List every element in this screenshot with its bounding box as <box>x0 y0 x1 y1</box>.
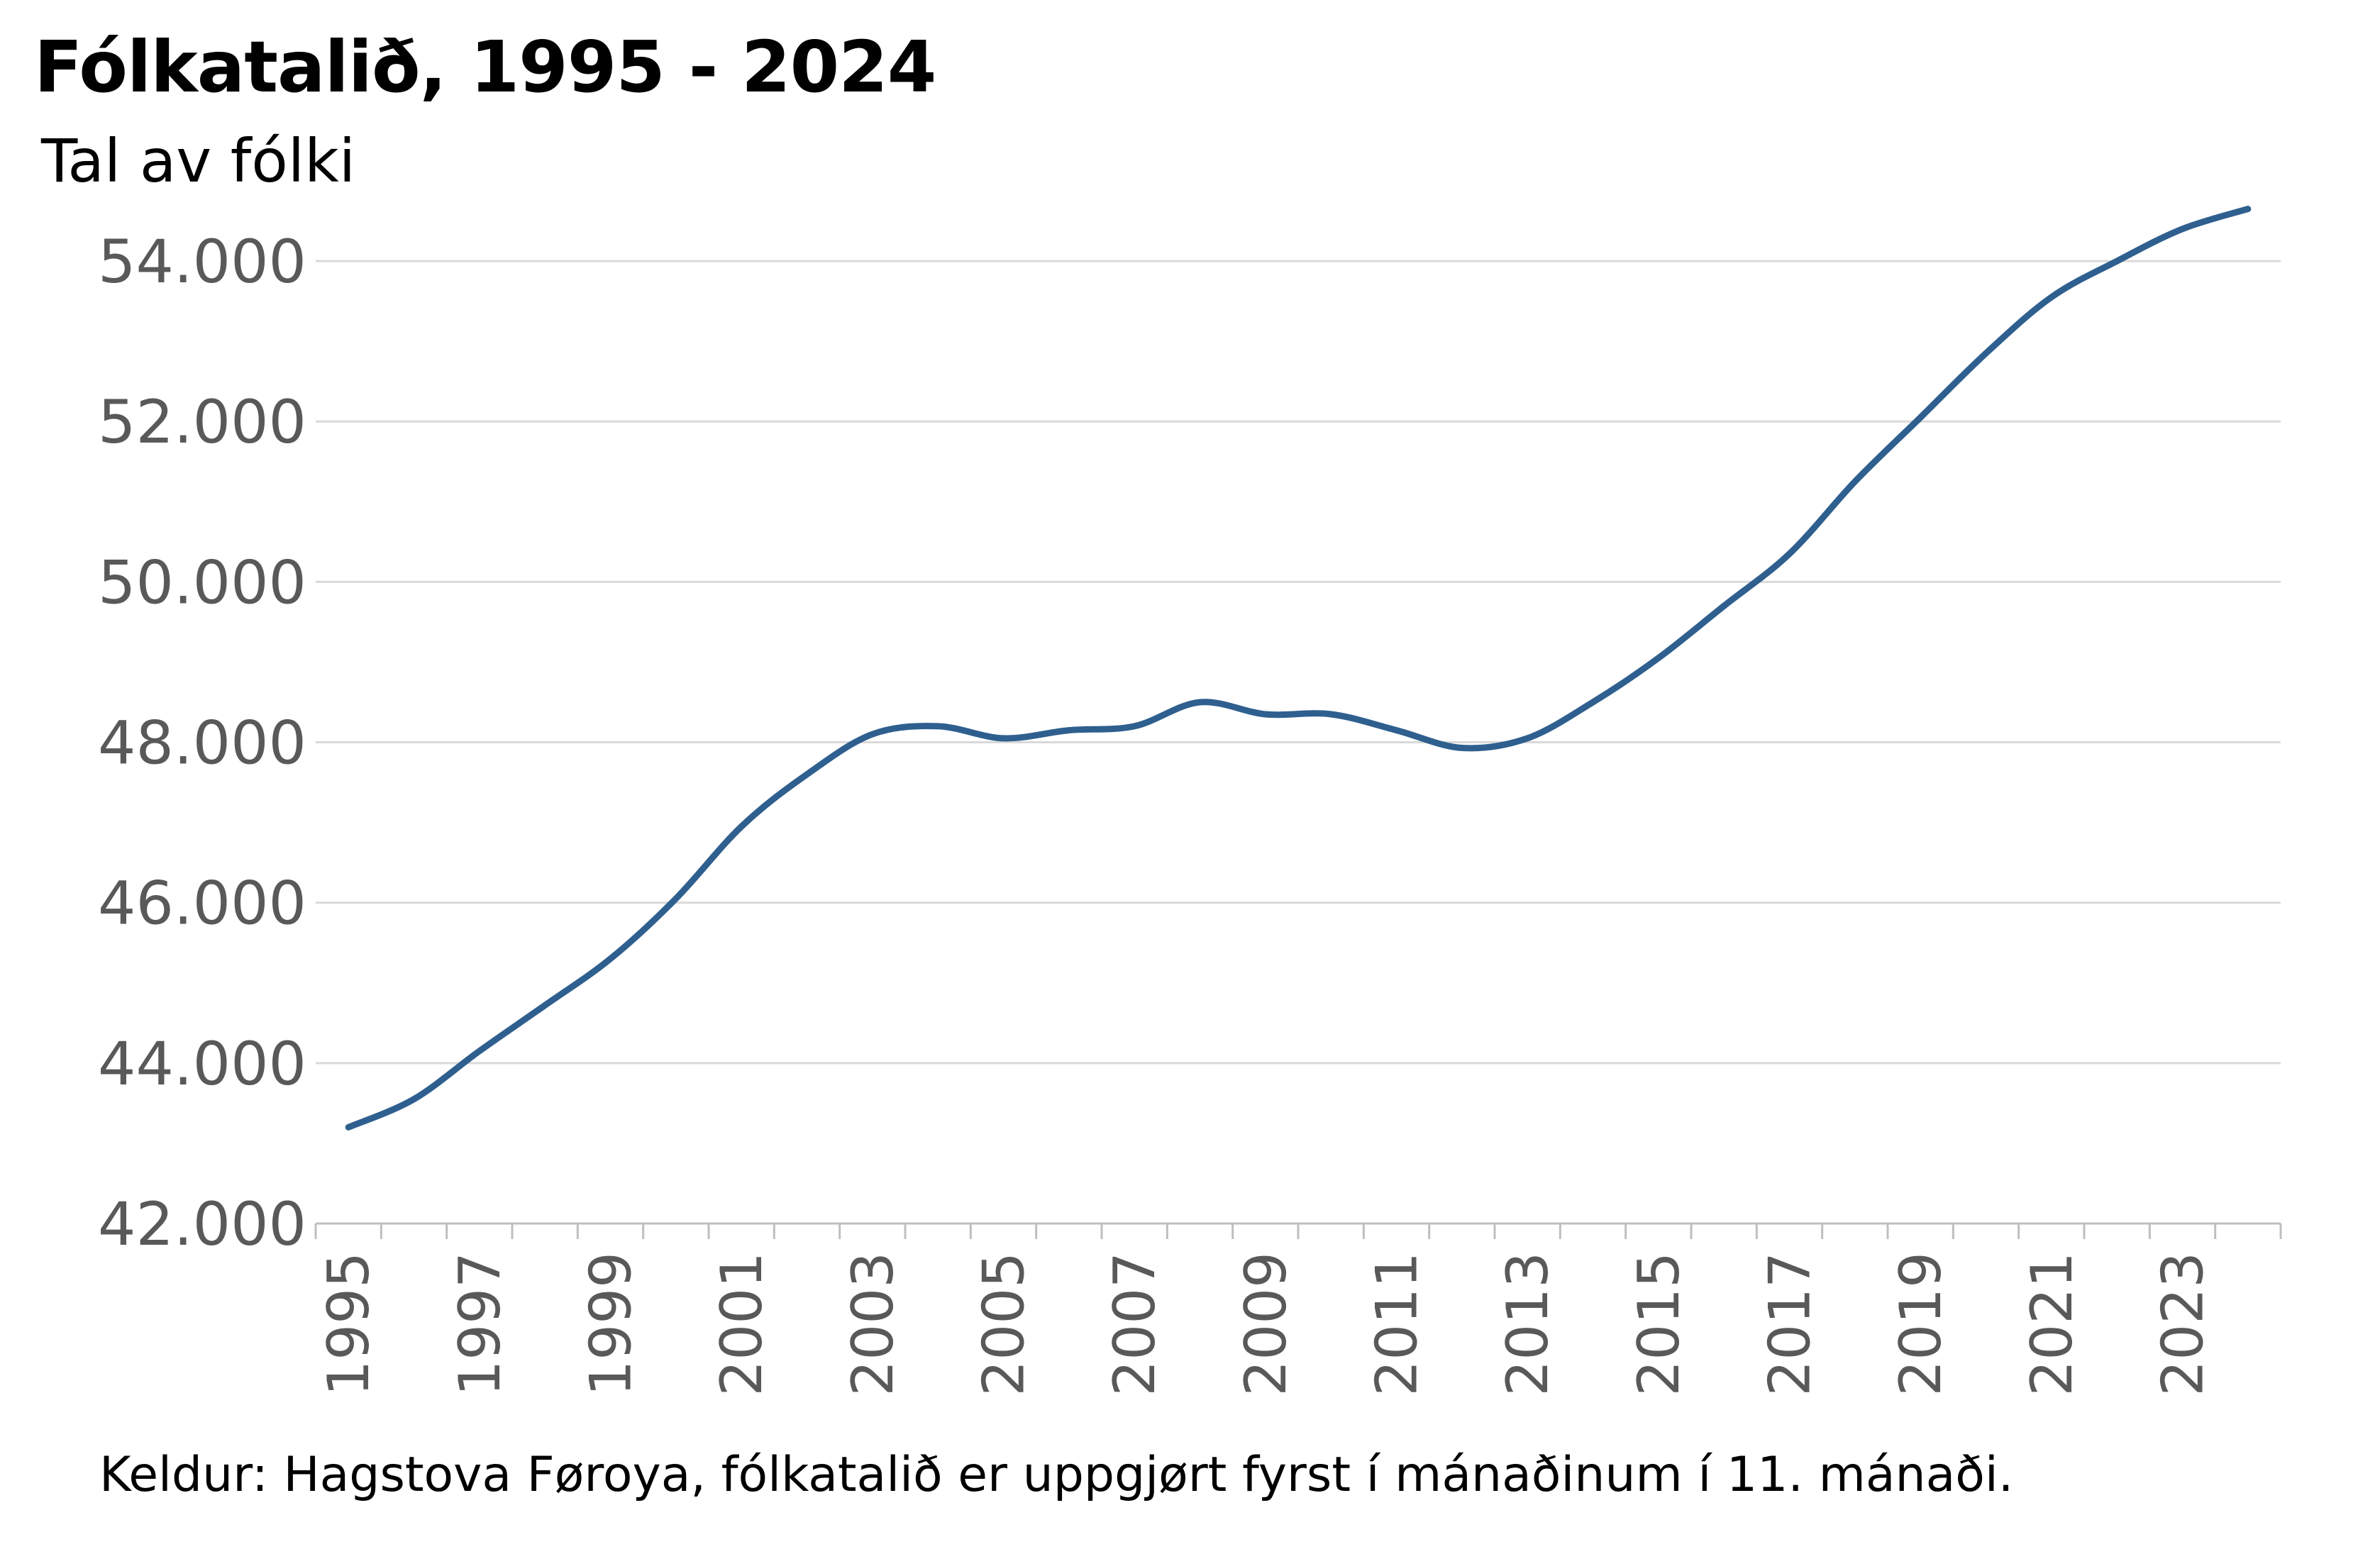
y-axis: 42.000 44.000 46.000 48.000 50.000 52.000 54.0… <box>98 227 306 1259</box>
data-point-2021 <box>2049 294 2054 300</box>
data-point-2008 <box>1197 699 1203 705</box>
data-point-2019 <box>1917 415 1923 421</box>
chart-source-note: Keldur: Hagstova Føroya, fólkatalið er u… <box>99 1447 2014 1503</box>
y-tick-label: 44.000 <box>98 1029 306 1099</box>
data-point-2006 <box>1066 728 1072 733</box>
y-tick-label: 48.000 <box>98 709 306 778</box>
x-tick-label: 2003 <box>840 1252 906 1397</box>
data-point-2004 <box>935 723 941 729</box>
data-point-1996 <box>411 1097 417 1102</box>
series-layer <box>345 206 2252 1131</box>
x-tick-label: 2009 <box>1233 1252 1299 1397</box>
data-point-1999 <box>608 956 614 962</box>
data-point-2002 <box>804 772 810 777</box>
y-tick-label: 50.000 <box>98 548 306 617</box>
data-point-2001 <box>738 823 744 829</box>
data-point-2010 <box>1328 711 1334 717</box>
data-point-2012 <box>1459 745 1465 751</box>
data-point-1997 <box>477 1048 482 1054</box>
x-tick-label: 2011 <box>1364 1252 1430 1397</box>
data-point-2005 <box>1001 736 1007 741</box>
data-point-2011 <box>1394 728 1400 733</box>
data-point-2015 <box>1656 655 1661 661</box>
x-tick-label: 2001 <box>709 1252 775 1397</box>
data-point-2017 <box>1787 551 1793 557</box>
y-tick-label: 46.000 <box>98 869 306 938</box>
x-tick-label: 2005 <box>971 1252 1037 1397</box>
data-point-2013 <box>1524 736 1530 741</box>
data-point-2000 <box>673 896 679 901</box>
y-tick-label: 54.000 <box>98 227 306 296</box>
data-point-2020 <box>1983 350 1989 356</box>
data-point-2018 <box>1852 479 1858 484</box>
population-line <box>345 206 2252 1131</box>
x-tick-label: 2023 <box>2150 1252 2216 1397</box>
x-axis-labels: 1995 1997 1999 2001 2003 2005 2007 2009 2011 2013… <box>316 1252 2215 1397</box>
data-point-2024 <box>2245 206 2251 212</box>
data-point-2014 <box>1590 699 1596 705</box>
x-tick-label: 2015 <box>1626 1252 1692 1397</box>
x-tick-label: 2019 <box>1888 1252 1954 1397</box>
data-point-2023 <box>2180 226 2186 232</box>
x-tick-label: 2017 <box>1757 1252 1823 1397</box>
x-tick-label: 2007 <box>1102 1252 1168 1397</box>
data-point-2007 <box>1131 723 1137 729</box>
data-point-2003 <box>870 731 875 737</box>
x-tick-label: 2013 <box>1495 1252 1561 1397</box>
chart-title: Fólkatalið, 1995 - 2024 <box>34 26 936 109</box>
data-point-1995 <box>345 1124 351 1130</box>
data-point-2022 <box>2114 258 2120 264</box>
y-tick-label: 42.000 <box>98 1189 306 1259</box>
x-tick-label: 2021 <box>2019 1252 2085 1397</box>
x-axis <box>314 1222 2282 1239</box>
x-tick-label: 1997 <box>447 1252 513 1397</box>
x-tick-label: 1995 <box>316 1252 382 1397</box>
x-tick-label: 1999 <box>578 1252 644 1397</box>
data-point-1998 <box>542 1002 548 1008</box>
y-tick-label: 52.000 <box>98 387 306 457</box>
data-point-2009 <box>1263 711 1268 717</box>
gridlines <box>316 260 2281 1065</box>
chart-subtitle: Tal av fólki <box>41 126 356 196</box>
data-point-2016 <box>1721 603 1727 609</box>
